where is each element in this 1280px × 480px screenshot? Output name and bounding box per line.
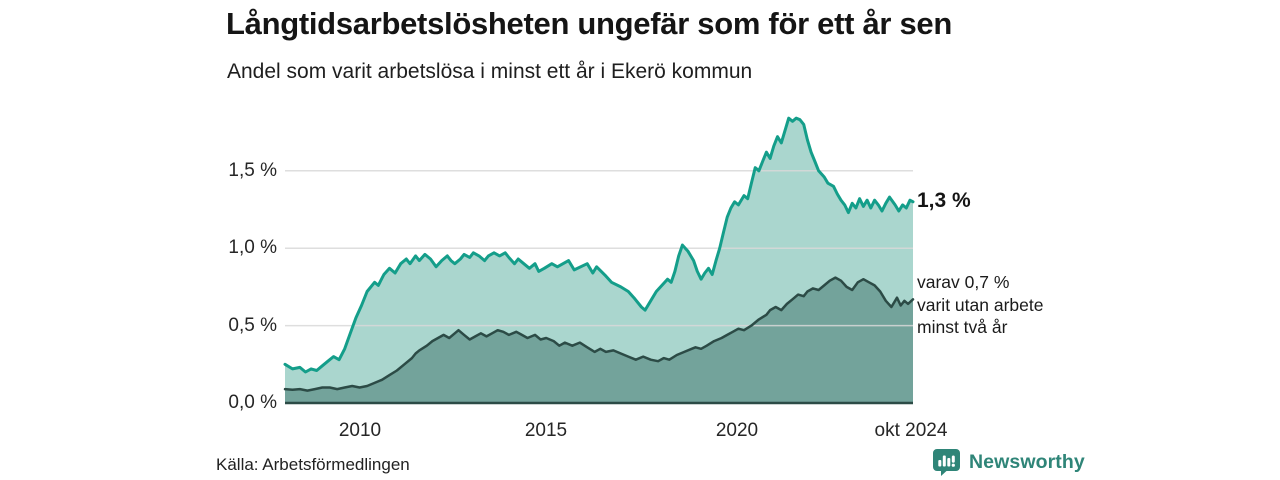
x-axis-tick-label: 2010 xyxy=(338,420,382,441)
x-axis-tick-label: 2020 xyxy=(715,420,759,441)
y-axis-tick-label: 1,5 % xyxy=(228,160,277,181)
annotation-line: minst två år xyxy=(917,317,1008,337)
x-axis-tick-label: okt 2024 xyxy=(874,420,948,441)
newsworthy-logo: Newsworthy xyxy=(932,449,1085,476)
figure-subtitle: Andel som varit arbetslösa i minst ett å… xyxy=(227,60,753,83)
annotation-line: varit utan arbete xyxy=(917,294,1044,315)
y-axis-tick-label: 0,0 % xyxy=(228,392,277,413)
page-title: Långtidsarbetslösheten ungefär som för e… xyxy=(226,6,953,41)
y-axis-tick-label: 1,0 % xyxy=(228,237,277,258)
two-year-annotation: varav 0,7 % varit utan arbete minst två … xyxy=(917,271,1043,339)
latest-value-label: 1,3 % xyxy=(917,189,971,212)
newsworthy-chart-bubble-icon xyxy=(932,449,961,476)
source-label: Källa: Arbetsförmedlingen xyxy=(216,455,410,474)
y-axis-tick-label: 0,5 % xyxy=(228,315,277,336)
newsworthy-logo-text: Newsworthy xyxy=(969,451,1085,473)
annotation-line: varav 0,7 % xyxy=(917,272,1010,292)
x-axis-tick-label: 2015 xyxy=(524,420,568,441)
